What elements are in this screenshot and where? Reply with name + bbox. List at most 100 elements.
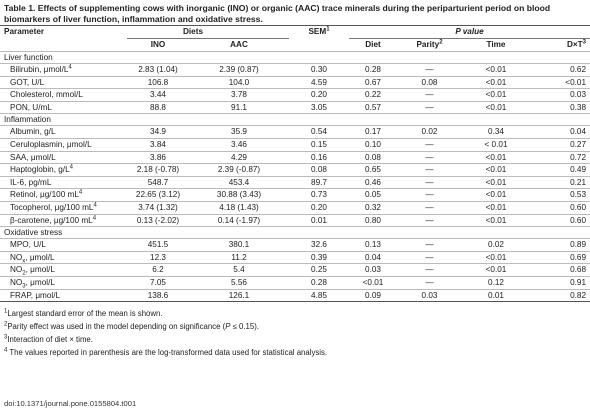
cell-time: <0.01 — [462, 176, 530, 190]
footnote-marker: 1 — [4, 308, 8, 315]
row-param: Haptoglobin, g/L4 — [0, 163, 127, 177]
cell-ino: 138.6 — [127, 289, 189, 303]
doi-link[interactable]: doi:10.1371/journal.pone.0155804.t001 — [4, 399, 137, 408]
table-row: Retinol, μg/100 mL4 22.65 (3.12) 30.88 (3.… — [0, 188, 590, 202]
cell-ino: 34.9 — [127, 125, 189, 139]
cell-aac: 453.4 — [189, 176, 289, 190]
row-param: Cholesterol, mmol/L — [0, 88, 127, 102]
cell-parity: — — [397, 251, 462, 265]
footnote-4: 4 The values reported in parenthesis are… — [4, 346, 586, 359]
cell-aac: 3.78 — [189, 88, 289, 102]
row-param: Bilirubin, μmol/L4 — [0, 63, 127, 77]
cell-parity: — — [397, 163, 462, 177]
cell-ino: 3.84 — [127, 138, 189, 152]
footnote-p-symbol: P — [225, 322, 231, 332]
cell-dxt: 0.68 — [530, 263, 590, 277]
footnote-marker: 2 — [4, 321, 8, 328]
row-param: Ceruloplasmin, μmol/L — [0, 138, 127, 152]
cell-dxt: 0.03 — [530, 88, 590, 102]
cell-dxt: 0.53 — [530, 188, 590, 202]
cell-time: <0.01 — [462, 263, 530, 277]
header-sem-sup: 1 — [326, 26, 330, 33]
cell-dxt: 0.38 — [530, 101, 590, 115]
header-time: Time — [462, 38, 530, 52]
cell-dxt: 0.60 — [530, 214, 590, 228]
cell-dxt: 0.62 — [530, 63, 590, 77]
cell-ino: 22.65 (3.12) — [127, 188, 189, 202]
header-pvalue-label: P value — [455, 27, 484, 37]
param-sup: 4 — [78, 189, 83, 196]
cell-aac: 380.1 — [189, 238, 289, 252]
param-unit: , μmol/L — [25, 252, 55, 262]
cell-time: <0.01 — [462, 163, 530, 177]
cell-sem: 0.08 — [289, 163, 349, 177]
cell-parity: 0.02 — [397, 125, 462, 139]
header-dxt: D×T3 — [530, 38, 590, 52]
cell-diet: 0.28 — [349, 63, 397, 77]
cell-parity: 0.03 — [397, 289, 462, 303]
footnote-1: 1Largest standard error of the mean is s… — [4, 307, 586, 320]
param-text: Haptoglobin, g/L — [10, 165, 70, 175]
cell-diet: 0.13 — [349, 238, 397, 252]
cell-time: <0.01 — [462, 101, 530, 115]
table-row: Tocopherol, μg/100 mL4 3.74 (1.32) 4.18 (1… — [0, 201, 590, 215]
cell-dxt: 0.91 — [530, 276, 590, 290]
cell-time: 0.02 — [462, 238, 530, 252]
cell-ino: 88.8 — [127, 101, 189, 115]
table-row: β-carotene, μg/100 mL4 0.13 (-2.02) 0.14 (… — [0, 214, 590, 228]
cell-sem: 0.16 — [289, 151, 349, 165]
row-param: SAA, μmol/L — [0, 151, 127, 165]
cell-aac: 104.0 — [189, 76, 289, 90]
cell-parity: — — [397, 63, 462, 77]
cell-diet: 0.65 — [349, 163, 397, 177]
cell-aac: 30.88 (3.43) — [189, 188, 289, 202]
footnote-text: Largest standard error of the mean is sh… — [7, 309, 163, 319]
cell-ino: 3.44 — [127, 88, 189, 102]
param-sup: 4 — [93, 202, 97, 209]
cell-sem: 32.6 — [289, 238, 349, 252]
cell-aac: 4.18 (1.43) — [189, 201, 289, 215]
row-param: NO2, μmol/L — [0, 263, 127, 277]
row-param: PON, U/mL — [0, 101, 127, 115]
cell-time: 0.34 — [462, 125, 530, 139]
cell-time: <0.01 — [462, 251, 530, 265]
table-row: IL-6, pg/mL 548.7 453.4 89.7 0.46— <0.01 0.21 — [0, 176, 590, 190]
header-sem-label: SEM — [308, 27, 327, 37]
cell-diet: 0.32 — [349, 201, 397, 215]
table-row: MPO, U/L 451.5 380.1 32.6 0.13—0.02 0.89 — [0, 238, 590, 252]
cell-dxt: <0.01 — [530, 76, 590, 90]
cell-diet: 0.04 — [349, 251, 397, 265]
cell-diet: 0.46 — [349, 176, 397, 190]
footnote-3: 3Interaction of diet × time. — [4, 333, 586, 346]
param-text: Retinol, μg/100 mL — [10, 190, 79, 200]
table-caption: Table 1. Effects of supplementing cows w… — [0, 0, 590, 25]
section-inflammation: Inflammation — [0, 113, 590, 127]
cell-sem: 0.73 — [289, 188, 349, 202]
footnote-text: The values reported in parenthesis are t… — [7, 348, 328, 358]
cell-time: <0.01 — [462, 214, 530, 228]
table-row: Albumin, g/L 34.9 35.9 0.54 0.17 0.02 0.34 0.04 — [0, 125, 590, 139]
cell-diet: 0.57 — [349, 101, 397, 115]
cell-dxt: 0.04 — [530, 125, 590, 139]
cell-sem: 0.25 — [289, 263, 349, 277]
cell-ino: 106.8 — [127, 76, 189, 90]
cell-sem: 0.28 — [289, 276, 349, 290]
cell-dxt: 0.21 — [530, 176, 590, 190]
cell-time: <0.01 — [462, 88, 530, 102]
caption-label: Table 1. — [4, 3, 36, 13]
footnotes: 1Largest standard error of the mean is s… — [0, 302, 590, 359]
cell-diet: 0.05 — [349, 188, 397, 202]
table-row: PON, U/mL 88.8 91.1 3.05 0.57— <0.01 0.38 — [0, 101, 590, 115]
header-parity: Parity2 — [397, 38, 462, 52]
param-sub: 3 — [22, 283, 26, 290]
row-param: Albumin, g/L — [0, 125, 127, 139]
row-param: β-carotene, μg/100 mL4 — [0, 214, 127, 228]
cell-sem: 0.15 — [289, 138, 349, 152]
footnote-marker: 3 — [4, 334, 8, 341]
cell-parity: — — [397, 276, 462, 290]
cell-parity: — — [397, 188, 462, 202]
header-diets: Diets — [127, 25, 289, 39]
cell-aac: 2.39 (-0.87) — [189, 163, 289, 177]
cell-sem: 0.01 — [289, 214, 349, 228]
row-param: Retinol, μg/100 mL4 — [0, 188, 127, 202]
